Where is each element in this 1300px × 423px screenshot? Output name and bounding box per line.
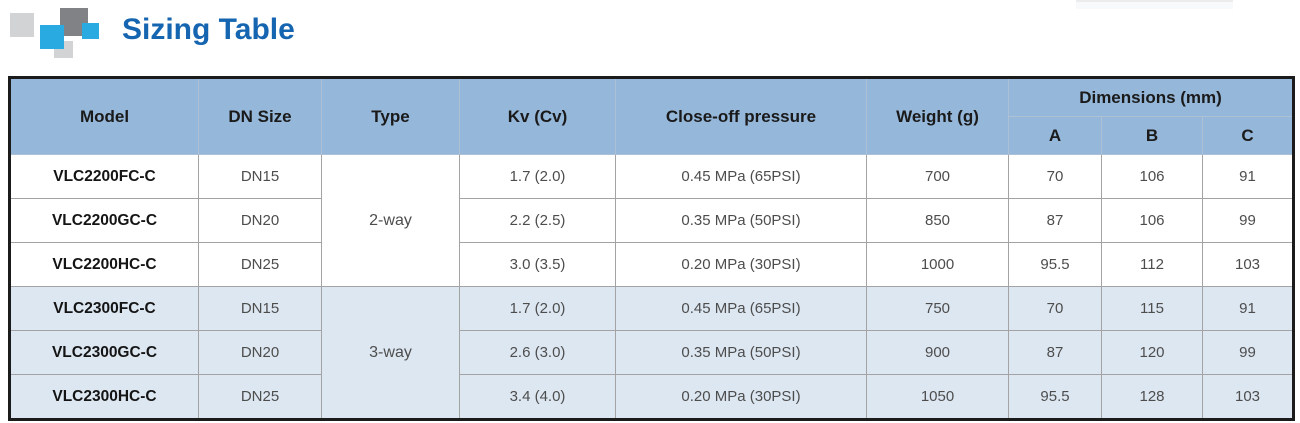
col-header-dim-a: A [1008,116,1102,155]
dim-a-cell: 95.5 [1008,242,1102,287]
close-off-cell: 0.45 MPa (65PSI) [615,286,867,331]
weight-cell: 1050 [866,374,1009,420]
col-header-model: Model [9,77,199,155]
dn-size-cell: DN20 [198,198,322,243]
weight-cell: 850 [866,198,1009,243]
table-row: VLC2300GC-C DN20 2.6 (3.0) 0.35 MPa (50P… [9,330,1295,375]
table-row: VLC2200HC-C DN25 3.0 (3.5) 0.20 MPa (30P… [9,242,1295,287]
dim-a-cell: 95.5 [1008,374,1102,420]
close-off-cell: 0.35 MPa (50PSI) [615,330,867,375]
decor-square-gray-icon [10,13,34,37]
title-decoration-icon [0,0,110,64]
dn-size-cell: DN25 [198,374,322,420]
weight-cell: 700 [866,154,1009,199]
dim-b-cell: 115 [1101,286,1203,331]
kv-cell: 1.7 (2.0) [459,286,616,331]
dim-a-cell: 70 [1008,286,1102,331]
kv-cell: 2.6 (3.0) [459,330,616,375]
dim-a-cell: 70 [1008,154,1102,199]
header-row-dimensions: A B C [10,116,1295,155]
col-header-close-off: Close-off pressure [615,77,867,155]
kv-cell: 3.0 (3.5) [459,242,616,287]
kv-cell: 2.2 (2.5) [459,198,616,243]
type-cell-2way: 2-way [321,154,460,287]
col-header-kv: Kv (Cv) [459,77,616,155]
page-edge-artifact [1076,0,1233,9]
header-row-top: Model DN Size Type Kv (Cv) Close-off pre… [9,77,1295,155]
kv-cell: 3.4 (4.0) [459,374,616,420]
dn-size-cell: DN20 [198,330,322,375]
col-header-dim-b: B [1101,116,1203,155]
dim-c-cell: 103 [1201,242,1295,287]
col-header-type: Type [321,77,460,155]
table-row: VLC2300HC-C DN25 3.4 (4.0) 0.20 MPa (30P… [9,374,1295,420]
close-off-cell: 0.45 MPa (65PSI) [615,154,867,199]
model-cell: VLC2200FC-C [9,154,199,199]
dim-a-cell: 87 [1008,198,1102,243]
dim-b-cell: 106 [1101,154,1203,199]
dim-b-cell: 128 [1101,374,1203,420]
dim-b-cell: 120 [1101,330,1203,375]
dim-c-cell: 91 [1201,154,1295,199]
col-header-dn-size: DN Size [198,77,322,155]
model-cell: VLC2200HC-C [9,242,199,287]
dim-c-cell: 103 [1201,374,1295,420]
weight-cell: 750 [866,286,1009,331]
dim-b-cell: 112 [1101,242,1203,287]
weight-cell: 1000 [866,242,1009,287]
decor-square-blue-small-icon [82,23,99,39]
dim-b-cell: 106 [1101,198,1203,243]
model-cell: VLC2300FC-C [9,286,199,331]
page-title: Sizing Table [122,13,295,46]
sizing-table: Model DN Size Type Kv (Cv) Close-off pre… [8,76,1296,421]
model-cell: VLC2300HC-C [9,374,199,420]
model-cell: VLC2300GC-C [9,330,199,375]
close-off-cell: 0.20 MPa (30PSI) [615,242,867,287]
col-header-dim-c: C [1201,116,1295,155]
dn-size-cell: DN25 [198,242,322,287]
decor-square-blue-icon [40,25,64,49]
close-off-cell: 0.20 MPa (30PSI) [615,374,867,420]
dn-size-cell: DN15 [198,286,322,331]
type-cell-3way: 3-way [321,286,460,420]
table-row: VLC2300FC-C DN15 3-way 1.7 (2.0) 0.45 MP… [9,286,1295,420]
dim-c-cell: 99 [1201,330,1295,375]
table-row: VLC2200GC-C DN20 2.2 (2.5) 0.35 MPa (50P… [9,198,1295,243]
dn-size-cell: DN15 [198,154,322,199]
table-row: VLC2200FC-C DN15 2-way 1.7 (2.0) 0.45 MP… [9,154,1295,287]
dim-c-cell: 91 [1201,286,1295,331]
dim-a-cell: 87 [1008,330,1102,375]
close-off-cell: 0.35 MPa (50PSI) [615,198,867,243]
model-cell: VLC2200GC-C [9,198,199,243]
col-header-weight: Weight (g) [866,77,1009,155]
col-header-dimensions: Dimensions (mm) [1007,77,1295,117]
weight-cell: 900 [866,330,1009,375]
dim-c-cell: 99 [1201,198,1295,243]
kv-cell: 1.7 (2.0) [459,154,616,199]
